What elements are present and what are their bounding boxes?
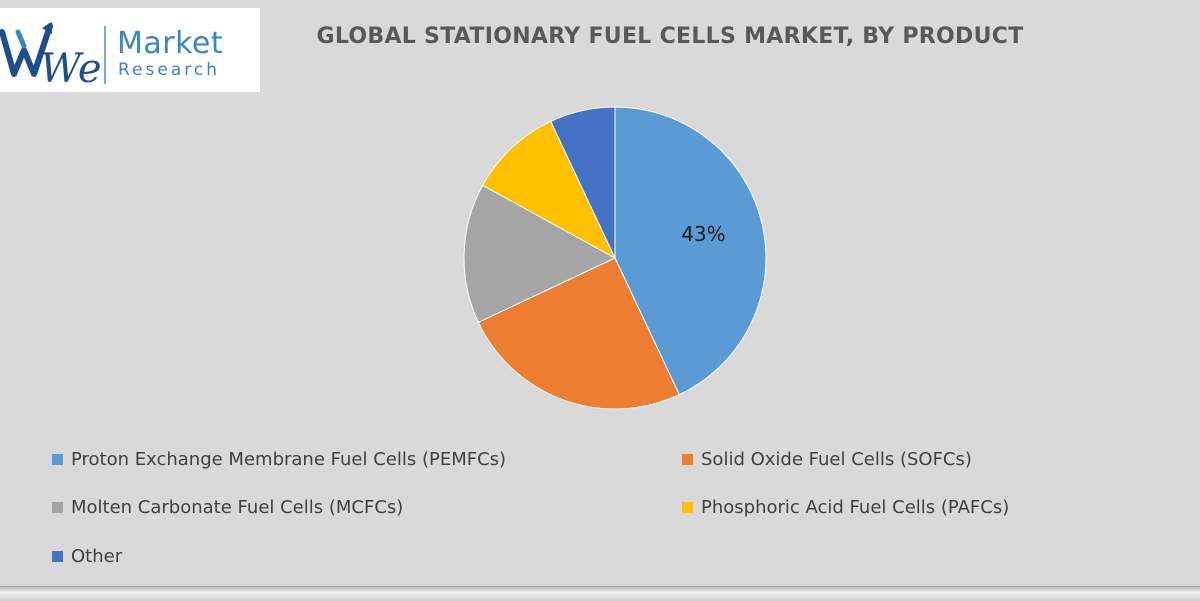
pie-slice-4 [550,106,616,259]
legend-item-0: Proton Exchange Membrane Fuel Cells (PEM… [52,447,506,471]
legend-label-1: Solid Oxide Fuel Cells (SOFCs) [701,448,972,470]
legend-label-2: Molten Carbonate Fuel Cells (MCFCs) [71,496,404,518]
legend-label-0: Proton Exchange Membrane Fuel Cells (PEM… [71,448,507,470]
legend-item-4: Other [52,544,122,568]
legend-swatch-4 [52,550,63,562]
logo-word-research: Research [118,60,220,80]
legend-item-2: Molten Carbonate Fuel Cells (MCFCs) [52,495,403,519]
window-bottom-edge [0,586,1200,601]
data-label-0: 43% [681,222,725,246]
logo-monogram-icon: We [0,22,102,88]
legend-label-3: Phosphoric Acid Fuel Cells (PAFCs) [701,496,1010,518]
legend-swatch-3 [682,501,693,513]
pie-slice-3 [481,120,617,260]
chart-title: GLOBAL STATIONARY FUEL CELLS MARKET, BY … [316,24,1024,49]
logo-word-market: Market [117,26,224,61]
legend-item-1: Solid Oxide Fuel Cells (SOFCs) [682,447,972,471]
legend-label-4: Other [71,545,123,567]
legend-swatch-1 [682,453,693,465]
pie-slice-2 [463,184,617,323]
logo-divider [104,26,106,84]
pie-slice-1 [477,257,680,410]
legend-item-3: Phosphoric Acid Fuel Cells (PAFCs) [682,495,1009,519]
pie-slice-0 [614,106,767,396]
brand-logo: We Market Research [0,8,260,92]
legend-swatch-2 [52,501,63,513]
logo-monogram-text: We [40,46,102,88]
legend-swatch-0 [52,453,63,465]
